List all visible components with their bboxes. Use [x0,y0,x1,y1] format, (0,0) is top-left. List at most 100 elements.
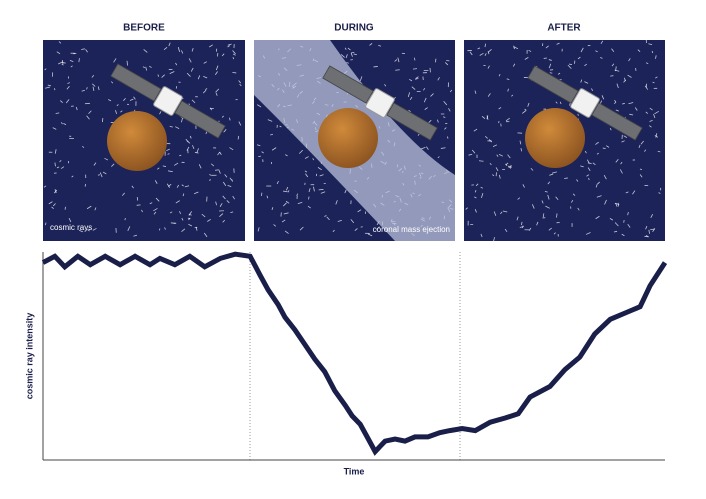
ray [198,164,202,169]
ray [504,228,508,233]
ray [101,117,104,123]
ray [627,223,631,228]
ray [425,146,429,150]
ray [498,73,501,77]
ray [555,101,558,104]
ray [296,193,299,197]
ray [87,229,90,232]
ray [498,174,501,179]
ray [469,51,473,56]
ray [205,88,208,91]
ray [480,186,483,189]
ray [577,56,581,60]
ray [169,211,173,214]
ray [570,199,574,203]
ray [468,153,473,156]
ray [520,221,523,226]
y-axis-label: cosmic ray intensity [24,313,34,400]
ray [480,233,483,238]
ray [359,76,363,81]
ray [481,115,486,119]
ray [629,113,634,116]
ray [203,76,208,79]
ray [395,69,400,71]
ray [168,42,171,47]
ray [297,201,303,205]
ray [627,74,632,78]
ray [586,174,590,177]
solar-panel [174,100,226,139]
ray [164,227,166,230]
ray [545,45,549,49]
ray [584,63,587,67]
ray [615,158,619,163]
ray [474,209,477,213]
ray [63,122,67,126]
ray [397,57,400,63]
ray [644,149,647,152]
ray [586,159,590,164]
ray [67,82,70,84]
ray [437,119,439,123]
ray [304,156,309,159]
panel-label: BEFORE [123,23,165,34]
ray [587,162,592,165]
ray [239,83,242,87]
ray [415,76,419,79]
ray [649,125,652,128]
ray [124,218,126,221]
satellite [322,65,438,141]
ray [357,209,362,213]
satellite-body [153,86,183,116]
ray [423,97,427,103]
ray [411,86,416,90]
ray [203,232,208,238]
ray [257,104,262,108]
ray [600,57,603,59]
ray [167,153,170,155]
ray [493,237,495,242]
ray [312,158,315,161]
ray [588,177,590,181]
ray [287,190,290,193]
ray [305,173,309,178]
ray [615,66,617,72]
ray [215,88,220,93]
ray [43,185,47,188]
ray [209,178,211,182]
ray [120,110,123,113]
ray [181,50,184,54]
ray [652,81,655,84]
ray [219,151,222,155]
ray [628,58,631,62]
ray [489,162,492,166]
ray [279,125,282,128]
ray [59,159,62,163]
ray [159,111,162,115]
ray [102,171,107,175]
ray [623,77,626,82]
ray [221,115,224,118]
ray [48,201,53,205]
solar-panel [591,102,643,141]
ray [92,228,97,231]
ray [58,41,62,44]
ray [218,169,221,174]
ray [223,129,227,133]
ray [572,193,576,196]
ray [614,99,617,103]
ray [639,168,643,170]
ray [162,165,167,167]
ray [229,117,231,121]
ray [652,228,656,233]
ray [549,72,553,74]
ray [477,47,481,50]
ray [258,155,262,158]
ray [344,189,347,194]
ray [127,226,131,232]
ray [541,200,544,204]
ray [505,117,510,122]
ray [111,163,115,167]
ray [448,108,451,112]
ray [191,99,196,104]
